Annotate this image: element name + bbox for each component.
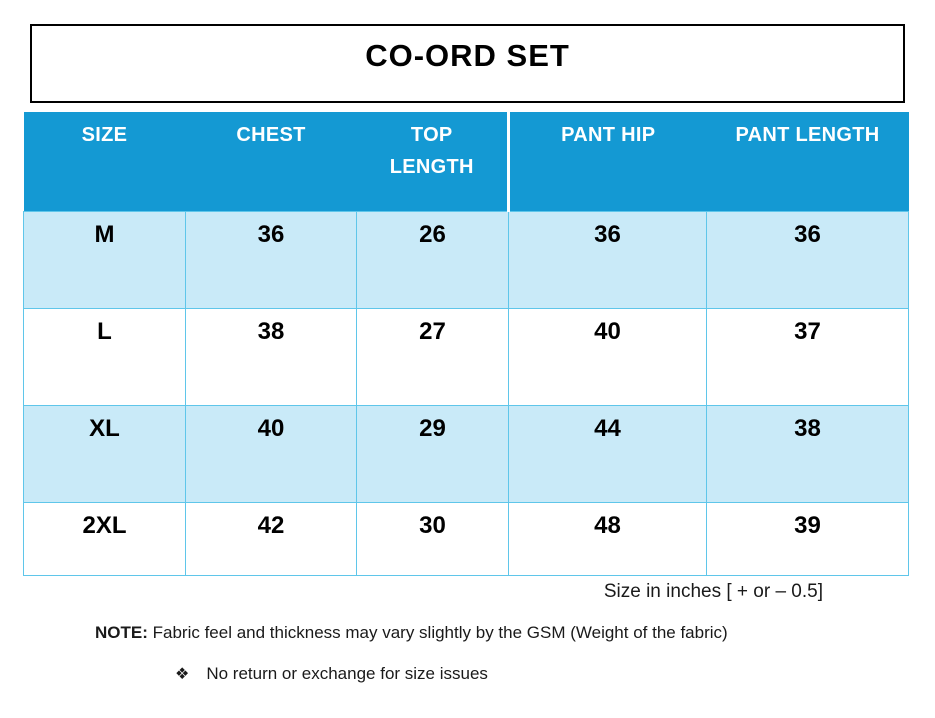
size-units-note: Size in inches [ + or – 0.5] [603, 581, 823, 602]
cell-top-length: 26 [356, 210, 509, 309]
size-chart-table: SIZE CHEST TOP LENGTH PANT HIP PANT LENG… [23, 112, 909, 576]
column-header-pant-hip: PANT HIP [507, 112, 707, 211]
cell-pant-hip: 44 [508, 404, 707, 503]
table-header: SIZE CHEST TOP LENGTH PANT HIP PANT LENG… [23, 112, 909, 211]
cell-chest: 38 [185, 307, 357, 406]
note-text: Fabric feel and thickness may vary sligh… [147, 623, 728, 642]
return-policy-note: ❖ No return or exchange for size issues [175, 664, 488, 684]
page-title: CO-ORD SET [365, 38, 570, 73]
column-header-chest: CHEST [185, 112, 357, 211]
note-label: NOTE: [95, 623, 148, 642]
diamond-bullet-icon: ❖ [175, 666, 190, 683]
column-header-size: SIZE [23, 112, 186, 211]
cell-pant-hip: 36 [508, 210, 707, 309]
cell-size: XL [23, 404, 186, 503]
title-box: CO-ORD SET [30, 24, 905, 103]
return-policy-text: No return or exchange for size issues [206, 664, 488, 683]
cell-pant-length: 36 [706, 210, 909, 309]
cell-pant-length: 38 [706, 404, 909, 503]
cell-size: L [23, 307, 186, 406]
cell-size: M [23, 210, 186, 309]
fabric-note: NOTE: Fabric feel and thickness may vary… [95, 623, 728, 643]
column-header-top-length: TOP LENGTH [356, 112, 509, 211]
cell-top-length: 29 [356, 404, 509, 503]
cell-chest: 42 [185, 501, 357, 576]
cell-top-length: 30 [356, 501, 509, 576]
cell-pant-hip: 40 [508, 307, 707, 406]
table-row-xl: XL 40 29 44 38 [23, 404, 909, 503]
cell-pant-hip: 48 [508, 501, 707, 576]
cell-size: 2XL [23, 501, 186, 576]
cell-top-length: 27 [356, 307, 509, 406]
cell-pant-length: 39 [706, 501, 909, 576]
column-header-pant-length: PANT LENGTH [706, 112, 909, 211]
table-body: M 36 26 36 36 L 38 27 40 37 XL 40 29 44 … [23, 210, 909, 576]
table-row-m: M 36 26 36 36 [23, 210, 909, 309]
cell-chest: 36 [185, 210, 357, 309]
table-row-l: L 38 27 40 37 [23, 307, 909, 406]
cell-pant-length: 37 [706, 307, 909, 406]
cell-chest: 40 [185, 404, 357, 503]
table-row-2xl: 2XL 42 30 48 39 [23, 501, 909, 576]
header-row: SIZE CHEST TOP LENGTH PANT HIP PANT LENG… [23, 112, 909, 211]
